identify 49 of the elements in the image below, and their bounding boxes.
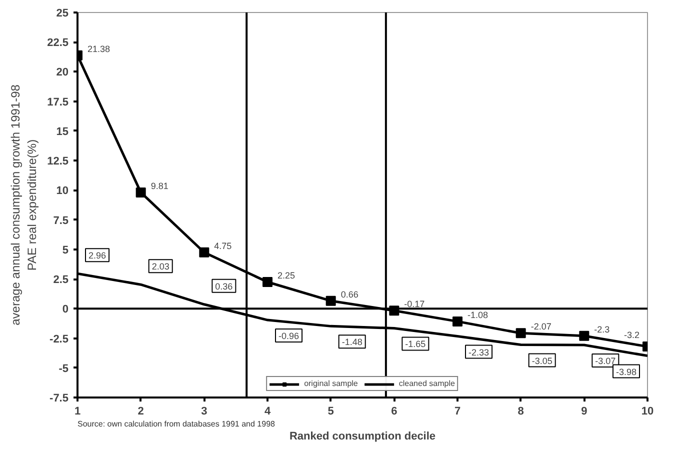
data-label: 0.36 (215, 281, 233, 292)
y-tick-label: -7.5 (50, 392, 69, 404)
data-label: -2.3 (594, 324, 610, 334)
x-tick-label: 1 (74, 406, 81, 418)
data-label: 4.75 (214, 240, 232, 251)
data-label: -3.07 (595, 356, 616, 366)
data-label: -1.65 (405, 339, 426, 350)
data-label: 0.66 (340, 289, 358, 300)
data-label: -3.2 (624, 330, 640, 340)
y-tick-label: 2.5 (53, 274, 69, 286)
x-tick-label: 6 (391, 406, 398, 418)
y-tick-label: -5 (58, 362, 68, 375)
x-tick-label: 4 (264, 406, 272, 418)
y-tick-label: 7.5 (53, 214, 69, 227)
data-label: 9.81 (150, 180, 168, 191)
x-tick-label: 3 (201, 406, 208, 418)
x-tick-label: 2 (138, 406, 144, 418)
data-label: 21.38 (88, 44, 110, 54)
data-label: -3.98 (616, 366, 636, 377)
y-tick-label: 25 (56, 8, 69, 20)
data-label: -0.96 (278, 331, 300, 342)
x-tick-label: 10 (641, 406, 654, 418)
y-tick-label: 20 (56, 66, 69, 79)
data-label: -3.05 (532, 356, 552, 366)
y-tick-label: 12.5 (47, 156, 69, 168)
y-axis-title: average annual consumption growth 1991-98 PAE real expenditure(%) (8, 84, 40, 326)
y-tick-label: 0 (62, 304, 69, 316)
data-label: 2.96 (88, 250, 106, 261)
y-tick-label: 22.5 (47, 37, 69, 50)
data-label: -2.33 (468, 347, 490, 358)
x-tick-label: 9 (581, 406, 588, 418)
x-tick-label: 7 (454, 406, 461, 418)
data-label: 2.03 (152, 262, 170, 272)
data-label: -1.48 (342, 337, 362, 348)
source-note: Source: own calculation from databases 1991 and 1998 (78, 420, 276, 428)
x-tick-label: 5 (328, 406, 334, 418)
data-label: -1.08 (468, 310, 488, 320)
data-label: 2.25 (278, 270, 296, 280)
x-axis-title: Ranked consumption decile (289, 430, 436, 442)
y-tick-label: 10 (56, 185, 69, 198)
y-tick-label: 5 (62, 244, 69, 256)
y-tick-label: 15 (56, 126, 69, 138)
y-tick-label: -2.5 (50, 333, 69, 346)
x-tick-label: 8 (518, 406, 524, 418)
data-label: -0.17 (404, 299, 425, 310)
data-label: -2.07 (530, 322, 552, 332)
legend-label: cleaned sample (398, 379, 455, 388)
y-tick-label: 17.5 (47, 96, 69, 108)
legend-label: original sample (304, 379, 358, 388)
